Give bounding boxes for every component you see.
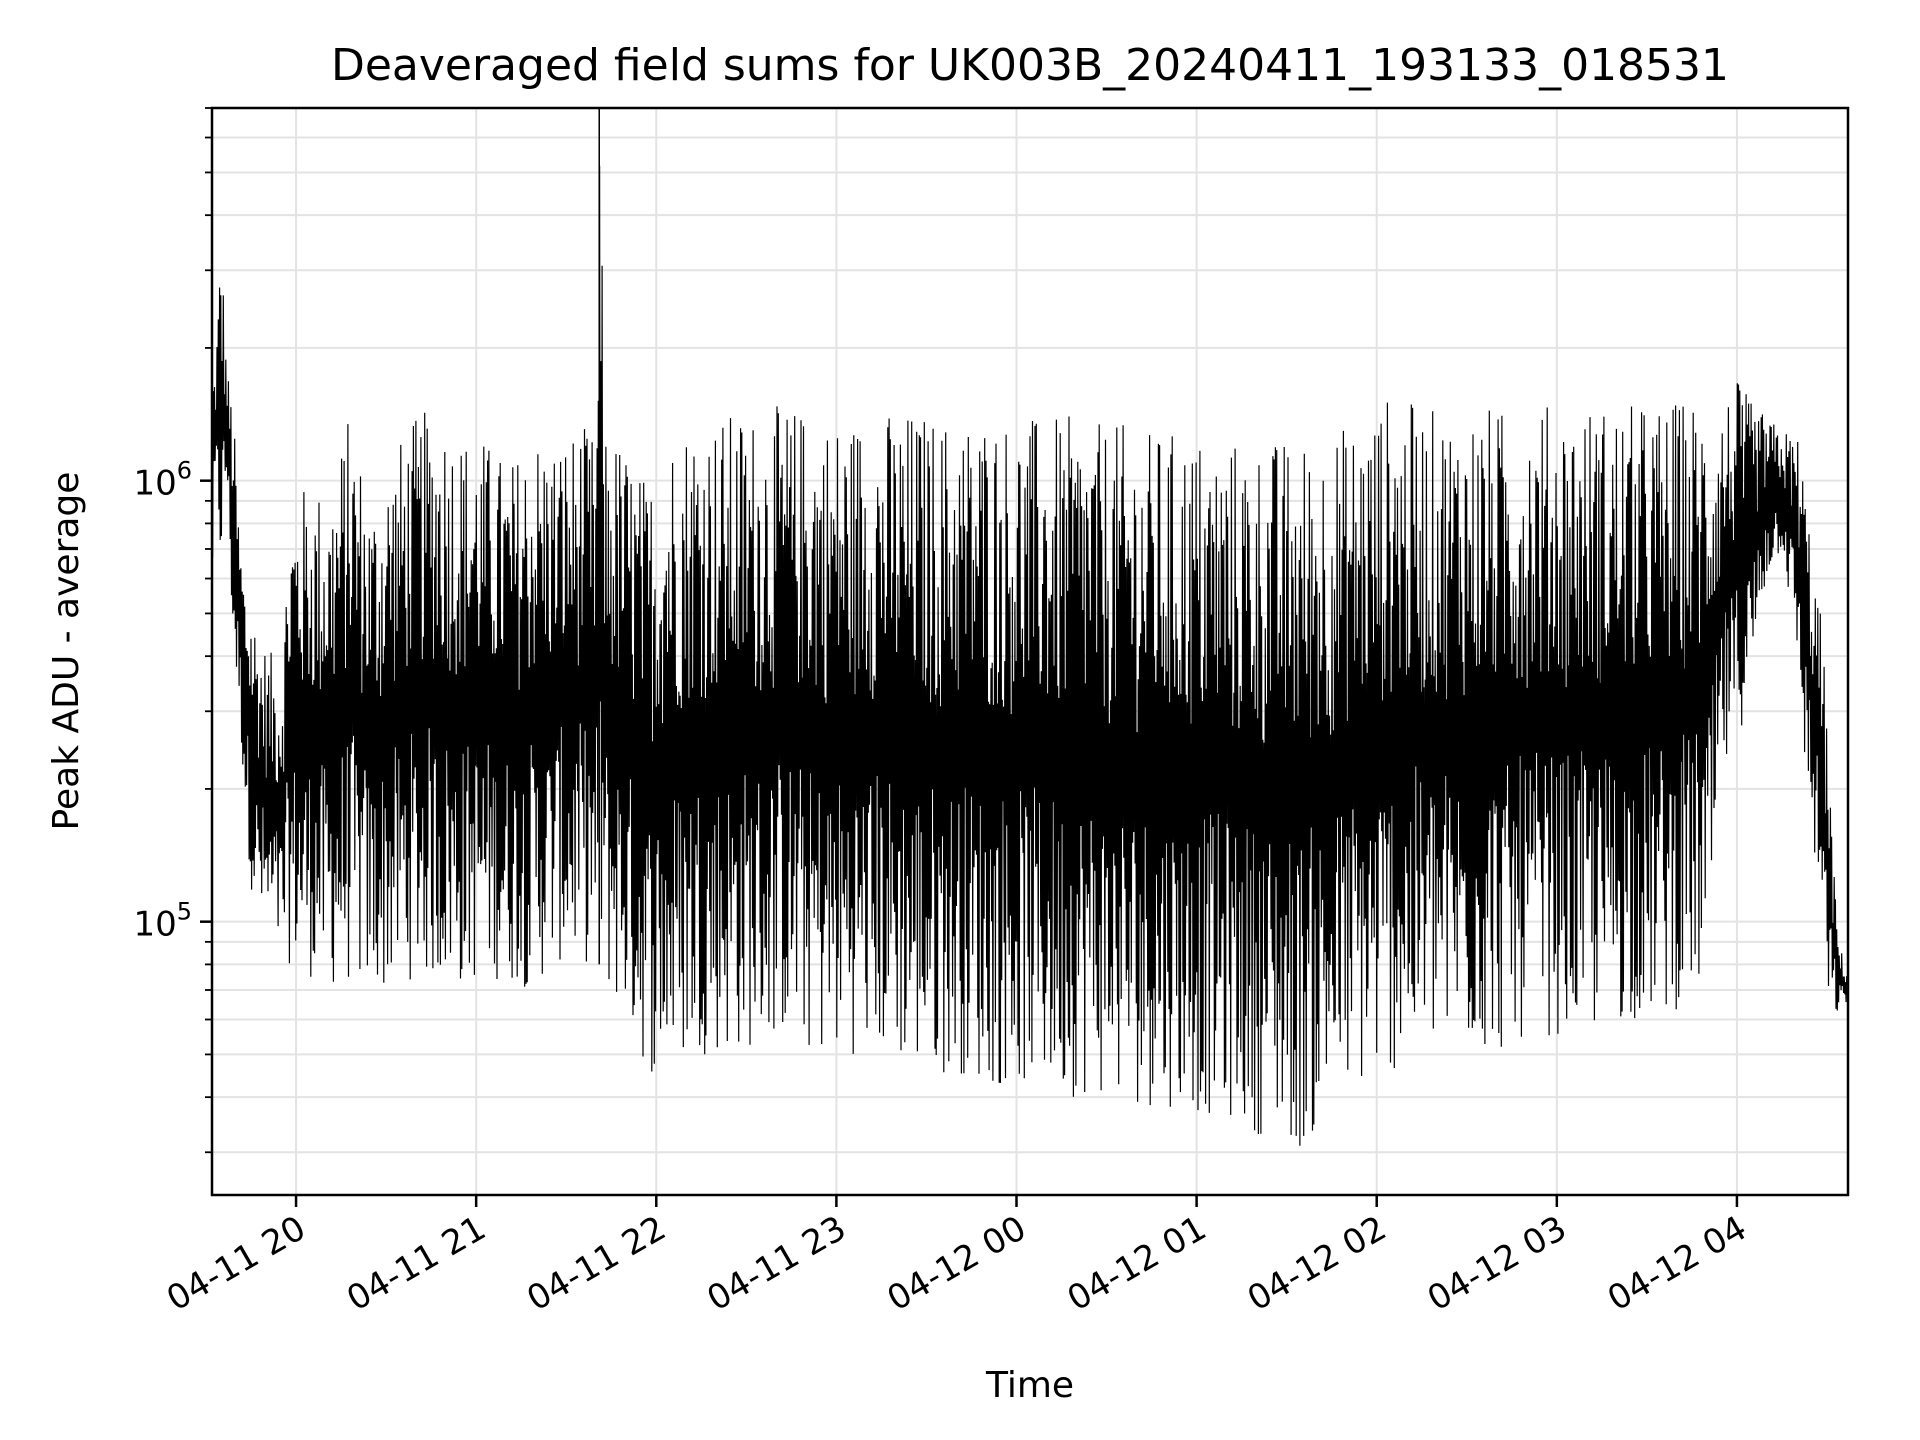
y-tick-label: 105: [133, 898, 192, 945]
plot-frame: [210, 106, 1850, 1197]
chart-title: Deaveraged field sums for UK003B_2024041…: [331, 40, 1729, 91]
y-axis-ticks: 105 106: [133, 107, 212, 1154]
y-axis-label: Peak ADU - average: [46, 472, 87, 831]
y-tick-label: 106: [133, 457, 192, 504]
series-line: [211, 165, 1849, 1146]
series-layer: [211, 108, 1849, 1146]
x-axis-label: Time: [985, 1365, 1074, 1406]
